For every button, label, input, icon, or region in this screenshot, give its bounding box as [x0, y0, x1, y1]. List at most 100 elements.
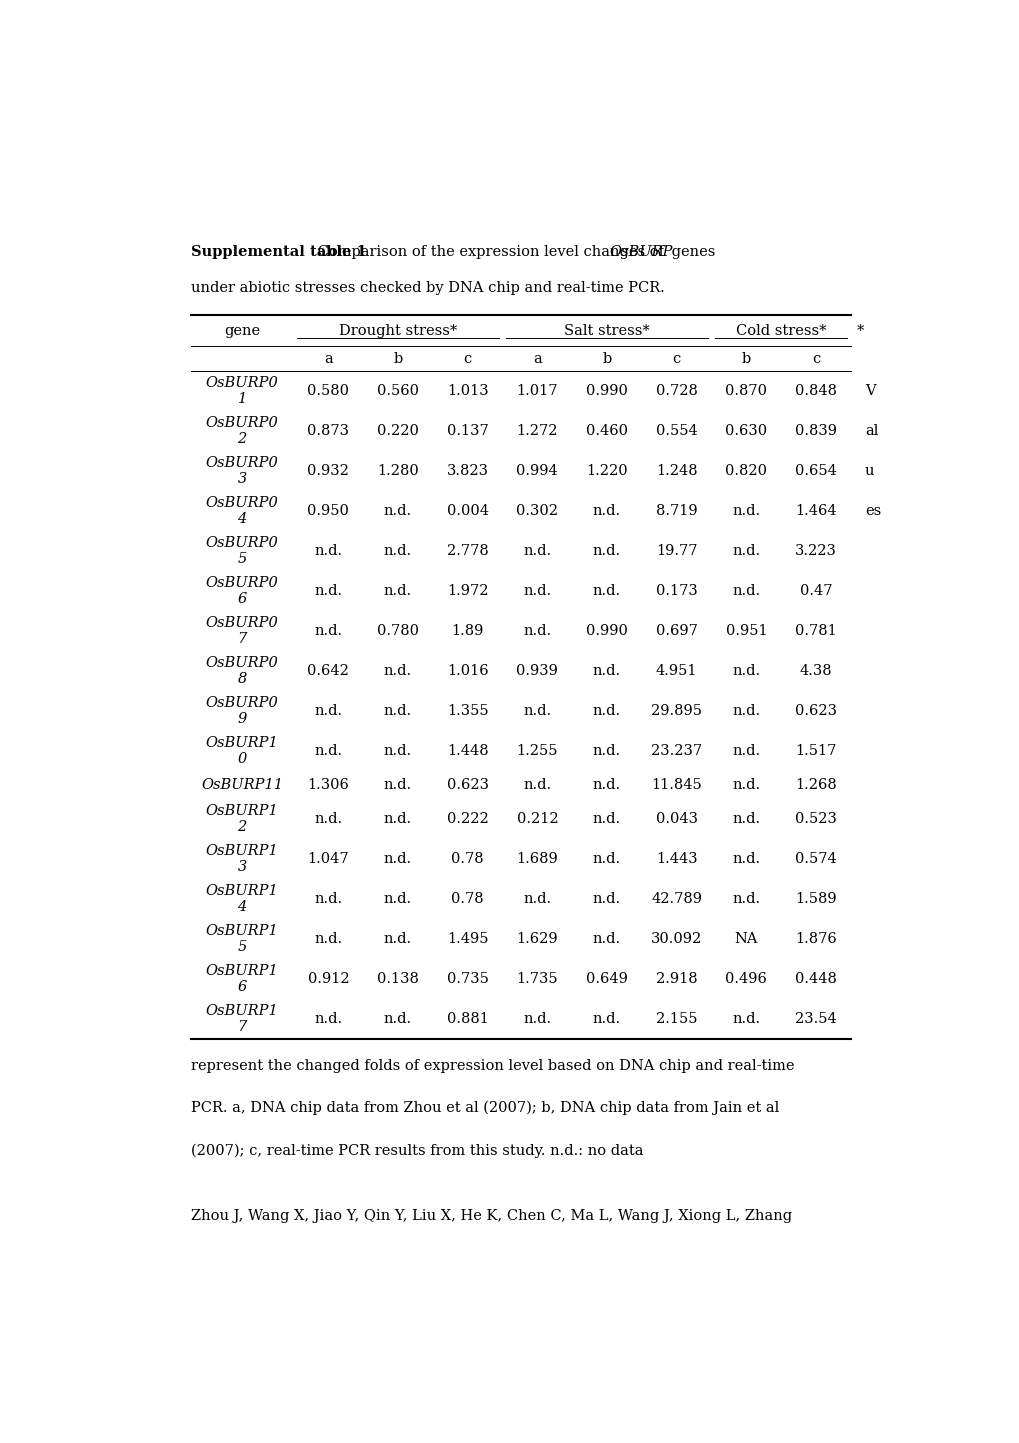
Text: Salt stress*: Salt stress*: [564, 323, 649, 338]
Text: 0.697: 0.697: [655, 623, 697, 638]
Text: 4.38: 4.38: [799, 664, 832, 678]
Text: 2.918: 2.918: [655, 971, 697, 986]
Text: n.d.: n.d.: [592, 812, 621, 825]
Text: 0.881: 0.881: [446, 1012, 488, 1026]
Text: 23.54: 23.54: [795, 1012, 836, 1026]
Text: n.d.: n.d.: [383, 812, 412, 825]
Text: 0.839: 0.839: [794, 424, 837, 437]
Text: 0.630: 0.630: [725, 424, 766, 437]
Text: al: al: [864, 424, 877, 437]
Text: n.d.: n.d.: [592, 1012, 621, 1026]
Text: 0.460: 0.460: [585, 424, 628, 437]
Text: n.d.: n.d.: [383, 892, 412, 906]
Text: OsBURP0
9: OsBURP0 9: [206, 696, 278, 726]
Text: n.d.: n.d.: [314, 745, 342, 758]
Text: 1.517: 1.517: [795, 745, 836, 758]
Text: c: c: [672, 352, 680, 365]
Text: 1.220: 1.220: [586, 465, 627, 478]
Text: n.d.: n.d.: [383, 1012, 412, 1026]
Text: n.d.: n.d.: [314, 1012, 342, 1026]
Text: n.d.: n.d.: [592, 504, 621, 518]
Text: n.d.: n.d.: [314, 892, 342, 906]
Text: b: b: [393, 352, 403, 365]
Text: 0.780: 0.780: [377, 623, 419, 638]
Text: 0.523: 0.523: [794, 812, 837, 825]
Text: (2007); c, real-time PCR results from this study. n.d.: no data: (2007); c, real-time PCR results from th…: [191, 1143, 643, 1157]
Text: represent the changed folds of expression level based on DNA chip and real-time: represent the changed folds of expressio…: [191, 1059, 794, 1072]
Text: 1.464: 1.464: [795, 504, 836, 518]
Text: 1.443: 1.443: [655, 851, 697, 866]
Text: 0.642: 0.642: [307, 664, 348, 678]
Text: 0.994: 0.994: [516, 465, 557, 478]
Text: b: b: [602, 352, 611, 365]
Text: n.d.: n.d.: [383, 664, 412, 678]
Text: 0.043: 0.043: [655, 812, 697, 825]
Text: OsBURP1
3: OsBURP1 3: [206, 844, 278, 873]
Text: 0.222: 0.222: [446, 812, 488, 825]
Text: 0.623: 0.623: [794, 704, 837, 719]
Text: n.d.: n.d.: [592, 892, 621, 906]
Text: 0.220: 0.220: [377, 424, 419, 437]
Text: 1.272: 1.272: [516, 424, 557, 437]
Text: 0.78: 0.78: [450, 851, 483, 866]
Text: OsBURP1
0: OsBURP1 0: [206, 736, 278, 766]
Text: Cold stress*: Cold stress*: [735, 323, 825, 338]
Text: 0.781: 0.781: [795, 623, 836, 638]
Text: 1.047: 1.047: [307, 851, 348, 866]
Text: 1.629: 1.629: [516, 932, 557, 945]
Text: 1.016: 1.016: [446, 664, 488, 678]
Text: Comparison of the expression level changes of: Comparison of the expression level chang…: [313, 245, 668, 260]
Text: 0.47: 0.47: [799, 584, 832, 597]
Text: 0.649: 0.649: [586, 971, 628, 986]
Text: Drought stress*: Drought stress*: [338, 323, 457, 338]
Text: Supplemental table 1: Supplemental table 1: [191, 245, 366, 260]
Text: 0.990: 0.990: [586, 623, 628, 638]
Text: 2.778: 2.778: [446, 544, 488, 558]
Text: 0.580: 0.580: [307, 384, 348, 398]
Text: n.d.: n.d.: [383, 851, 412, 866]
Text: OsBURP0
8: OsBURP0 8: [206, 657, 278, 685]
Text: 0.848: 0.848: [794, 384, 837, 398]
Text: 30.092: 30.092: [650, 932, 702, 945]
Text: n.d.: n.d.: [523, 778, 551, 792]
Text: 1.268: 1.268: [795, 778, 836, 792]
Text: OsBURP0
1: OsBURP0 1: [206, 377, 278, 405]
Text: n.d.: n.d.: [732, 1012, 759, 1026]
Text: c: c: [811, 352, 819, 365]
Text: n.d.: n.d.: [383, 778, 412, 792]
Text: n.d.: n.d.: [592, 745, 621, 758]
Text: OsBURP1
5: OsBURP1 5: [206, 924, 278, 954]
Text: 4.951: 4.951: [655, 664, 697, 678]
Text: 0.912: 0.912: [307, 971, 348, 986]
Text: V: V: [864, 384, 874, 398]
Text: c: c: [463, 352, 472, 365]
Text: 0.939: 0.939: [516, 664, 557, 678]
Text: under abiotic stresses checked by DNA chip and real-time PCR.: under abiotic stresses checked by DNA ch…: [191, 281, 663, 294]
Text: 1.013: 1.013: [446, 384, 488, 398]
Text: n.d.: n.d.: [592, 778, 621, 792]
Text: 0.004: 0.004: [446, 504, 488, 518]
Text: 3.823: 3.823: [446, 465, 488, 478]
Text: OsBURP1
2: OsBURP1 2: [206, 804, 278, 834]
Text: n.d.: n.d.: [592, 664, 621, 678]
Text: OsBURP0
5: OsBURP0 5: [206, 537, 278, 566]
Text: 8.719: 8.719: [655, 504, 697, 518]
Text: 1.355: 1.355: [446, 704, 488, 719]
Text: 0.173: 0.173: [655, 584, 697, 597]
Text: a: a: [532, 352, 541, 365]
Text: 0.950: 0.950: [307, 504, 348, 518]
Text: n.d.: n.d.: [383, 504, 412, 518]
Text: b: b: [741, 352, 750, 365]
Text: 1.248: 1.248: [655, 465, 697, 478]
Text: 1.448: 1.448: [446, 745, 488, 758]
Text: 0.560: 0.560: [377, 384, 419, 398]
Text: n.d.: n.d.: [383, 932, 412, 945]
Text: n.d.: n.d.: [592, 932, 621, 945]
Text: 29.895: 29.895: [650, 704, 701, 719]
Text: NA: NA: [734, 932, 757, 945]
Text: genes: genes: [666, 245, 714, 260]
Text: n.d.: n.d.: [732, 544, 759, 558]
Text: n.d.: n.d.: [523, 623, 551, 638]
Text: n.d.: n.d.: [523, 544, 551, 558]
Text: OsBURP: OsBURP: [609, 245, 673, 260]
